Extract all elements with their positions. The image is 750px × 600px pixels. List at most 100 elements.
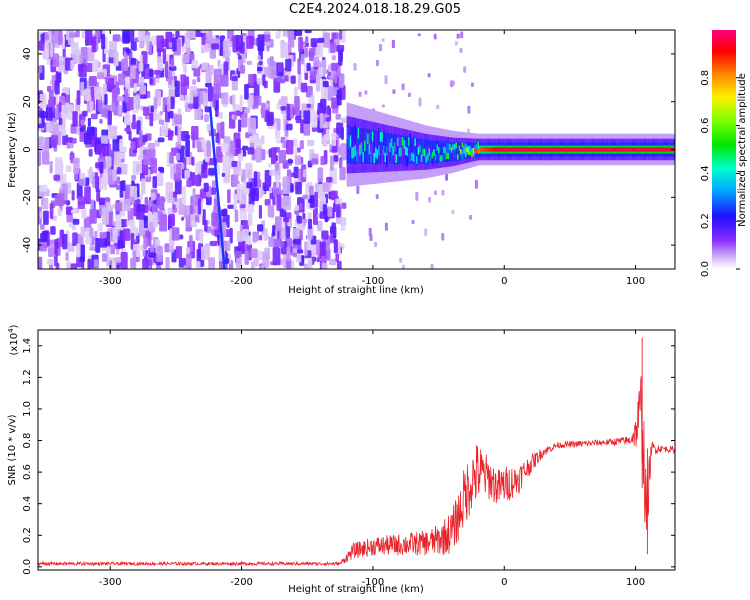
noise-cell: [287, 159, 294, 164]
noise-cell: [230, 140, 235, 154]
noise-cell: [92, 59, 99, 73]
signal-cell: [475, 143, 479, 152]
signal-cell: [386, 149, 389, 167]
noise-cell: [211, 212, 219, 227]
noise-cell: [170, 58, 175, 68]
y-tick-label: 0.6: [22, 464, 33, 480]
noise-cell: [129, 30, 135, 43]
noise-cell: [186, 215, 190, 228]
noise-cell: [302, 194, 309, 199]
noise-cell: [183, 65, 187, 74]
signal-cell: [384, 139, 387, 158]
signal-cell: [354, 144, 357, 156]
noise-cell: [326, 105, 331, 116]
noise-cell: [101, 207, 109, 225]
noise-cell: [139, 219, 146, 237]
noise-cell: [218, 111, 223, 119]
noise-cell: [156, 36, 163, 42]
noise-cell: [279, 240, 284, 248]
signal-cell: [352, 146, 356, 158]
signal-cell: [595, 147, 598, 152]
noise-cell: [231, 160, 238, 168]
signal-cell: [381, 131, 384, 164]
noise-cell: [310, 110, 318, 128]
x-tick-label: -200: [230, 276, 253, 287]
noise-cell: [296, 147, 301, 153]
signal-cell: [635, 147, 638, 152]
noise-cell: [283, 195, 292, 211]
signal-cell: [469, 150, 472, 156]
noise-cell: [428, 196, 432, 203]
noise-cell: [257, 55, 261, 61]
noise-cell: [309, 48, 315, 62]
noise-cell: [294, 155, 302, 166]
y-tick-label: -40: [22, 237, 33, 253]
signal-cell: [542, 147, 545, 152]
signal-cell: [622, 147, 625, 152]
noise-cell: [239, 94, 243, 112]
noise-cell: [82, 110, 88, 117]
signal-cell: [431, 152, 434, 166]
noise-cell: [204, 114, 209, 122]
noise-cell: [139, 85, 146, 95]
noise-cell: [303, 110, 311, 124]
signal-cell: [657, 147, 660, 152]
noise-cell: [201, 163, 205, 174]
signal-cell: [661, 147, 665, 152]
signal-cell: [370, 152, 373, 163]
noise-cell: [99, 231, 107, 239]
noise-cell: [192, 188, 196, 206]
noise-cell: [119, 138, 124, 151]
signal-cell: [590, 147, 594, 152]
signal-cell: [356, 150, 359, 162]
noise-cell: [71, 137, 77, 144]
noise-cell: [278, 79, 286, 84]
noise-cell: [199, 91, 204, 105]
noise-cell: [185, 247, 190, 254]
signal-cell: [436, 144, 439, 151]
noise-cell: [179, 94, 184, 102]
noise-cell: [45, 121, 54, 133]
noise-cell: [71, 190, 75, 201]
signal-cell: [653, 147, 657, 152]
colorbar-label: Normalized spectral amplitude: [737, 73, 748, 227]
noise-cell: [139, 54, 143, 70]
noise-cell: [49, 161, 53, 174]
noise-cell: [99, 161, 104, 174]
noise-cell: [247, 147, 255, 155]
noise-cell: [138, 76, 145, 86]
noise-cell: [158, 119, 165, 125]
signal-cell: [546, 147, 550, 152]
noise-cell: [226, 214, 230, 228]
noise-cell: [208, 257, 216, 269]
noise-cell: [234, 209, 239, 223]
signal-cell: [496, 147, 499, 152]
y-tick-label: 40: [22, 48, 33, 61]
noise-cell: [293, 238, 301, 245]
noise-cell: [130, 41, 137, 51]
noise-cell: [39, 93, 47, 109]
noise-cell: [299, 140, 304, 150]
signal-cell: [360, 142, 364, 154]
noise-cell: [107, 77, 115, 90]
signal-cell: [434, 146, 438, 160]
noise-cell: [188, 53, 195, 61]
noise-cell: [246, 182, 253, 189]
noise-cell: [137, 155, 142, 160]
noise-cell: [364, 90, 368, 95]
noise-cell: [375, 60, 379, 67]
signal-cell: [636, 147, 639, 152]
noise-cell: [220, 74, 229, 87]
noise-cell: [85, 30, 93, 46]
noise-cell: [71, 42, 79, 55]
noise-cell: [159, 110, 164, 116]
noise-cell: [53, 174, 61, 181]
noise-cell: [115, 81, 119, 95]
noise-cell: [260, 190, 265, 196]
signal-cell: [633, 147, 636, 152]
signal-cell: [469, 145, 472, 155]
y-tick-label: 0: [22, 146, 33, 152]
signal-cell: [393, 142, 397, 152]
noise-cell: [316, 220, 323, 232]
noise-cell: [95, 162, 100, 169]
